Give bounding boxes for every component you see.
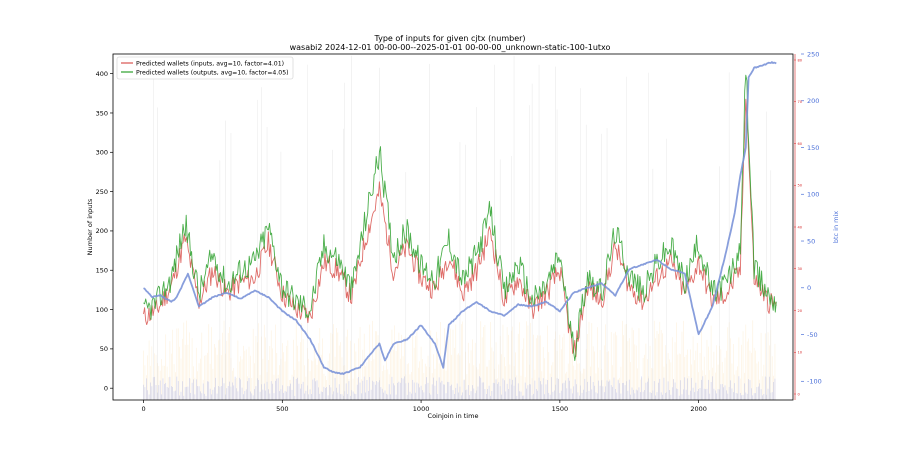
y3-tick-label: 30 [798,267,803,271]
y3-tick-label: 0 [798,392,801,396]
y2-tick-label: -50 [807,331,818,339]
y3-tick-label: 40 [798,225,803,229]
y-tick-label: 300 [96,149,108,157]
legend-label-inputs: Predicted wallets (inputs, avg=10, facto… [136,61,284,68]
legend-box [116,56,294,80]
y-tick-label: 100 [96,306,108,314]
plot-area-frame [112,53,794,401]
x-axis-label: Coinjoin in time [428,412,479,420]
x-tick-label: 0 [141,405,145,413]
y3-tick-label: 20 [798,309,803,313]
chart-subtitle: wasabi2 2024-12-01 00-00-00--2025-01-01 … [290,43,611,52]
y-tick-label: 0 [104,385,108,393]
background-activity-bars [143,55,776,400]
y3-axis-ticks: 0 10 20 30 40 50 60 70 80 [794,58,803,396]
y3-tick-label: 60 [798,142,803,146]
y3-tick-label: 50 [798,184,803,188]
x-tick-label: 1500 [552,405,569,413]
x-tick-label: 500 [276,405,288,413]
y-tick-label: 350 [96,109,108,117]
x-tick-label: 1000 [413,405,430,413]
y-tick-label: 400 [96,70,108,78]
y2-tick-label: 150 [807,144,819,152]
x-tick-label: 2000 [690,405,707,413]
y-tick-label: 250 [96,188,108,196]
chart-title: Type of inputs for given cjtx (number) [373,34,525,43]
y3-tick-label: 10 [798,351,803,355]
series-line-outputs [143,74,777,362]
y2-tick-label: 250 [807,50,819,58]
y-tick-label: 200 [96,227,108,235]
legend: Predicted wallets (inputs, avg=10, facto… [116,56,294,80]
y3-tick-label: 70 [798,100,803,104]
y-tick-label: 50 [100,345,108,353]
series-line-btc-in-mix [143,61,777,376]
y-axis-ticks: 0 50 100 150 200 250 300 350 400 [96,70,113,393]
x-axis-ticks: 0 500 1000 1500 2000 [141,400,707,413]
y-tick-label: 150 [96,267,108,275]
y2-tick-label: 50 [807,237,815,245]
y2-tick-label: 100 [807,191,819,199]
y2-tick-label: -100 [807,378,822,386]
series-layer [143,61,777,376]
legend-label-outputs: Predicted wallets (outputs, avg=10, fact… [136,70,289,77]
y2-tick-label: 0 [807,284,811,292]
y-axis-label: Number of inputs [86,198,94,255]
y2-axis-label: btc in mix [832,211,840,243]
y3-tick-label: 80 [798,58,803,62]
y2-tick-label: 200 [807,97,819,105]
y2-axis-ticks: -100 -50 0 50 100 150 200 250 [801,50,822,386]
